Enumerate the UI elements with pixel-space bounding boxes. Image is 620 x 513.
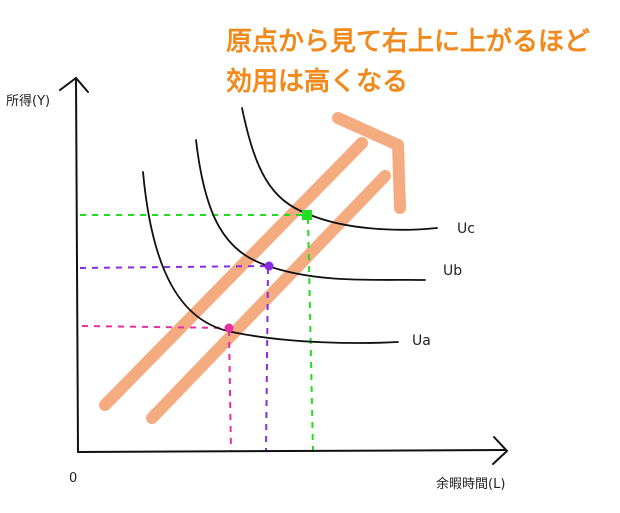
ua-horizontal-guide xyxy=(81,325,229,329)
point-ua xyxy=(224,323,234,333)
arrow-shaft-upper xyxy=(99,137,368,411)
ub-horizontal-guide xyxy=(79,265,269,269)
x-axis-arrowhead xyxy=(492,436,509,465)
arrow-head-top xyxy=(332,112,404,151)
x-axis-label: 余暇時間(L) xyxy=(436,476,505,492)
origin-label: 0 xyxy=(69,471,77,486)
y-axis-label: 所得(Y) xyxy=(6,93,50,109)
ua-guide-lines xyxy=(81,325,232,453)
uc-vertical-guide xyxy=(307,217,314,453)
label-ub: Ub xyxy=(443,263,462,279)
ua-vertical-guide xyxy=(228,329,232,453)
arrow-head-right xyxy=(392,139,406,214)
curve-ua xyxy=(142,171,399,344)
y-axis xyxy=(75,77,79,453)
ub-guide-lines xyxy=(79,265,269,453)
uc-guide-lines xyxy=(80,214,314,453)
point-uc xyxy=(302,210,312,220)
label-ua: Ua xyxy=(412,333,431,349)
headline-line-2: 効用は高くなる xyxy=(226,66,408,97)
x-axis xyxy=(77,449,506,453)
y-axis-arrowhead xyxy=(59,76,89,93)
headline-line-1: 原点から見て右上に上がるほど xyxy=(226,26,590,57)
point-ub xyxy=(264,261,274,271)
axes xyxy=(59,76,509,465)
utility-direction-arrow xyxy=(99,112,406,424)
label-uc: Uc xyxy=(457,221,475,237)
